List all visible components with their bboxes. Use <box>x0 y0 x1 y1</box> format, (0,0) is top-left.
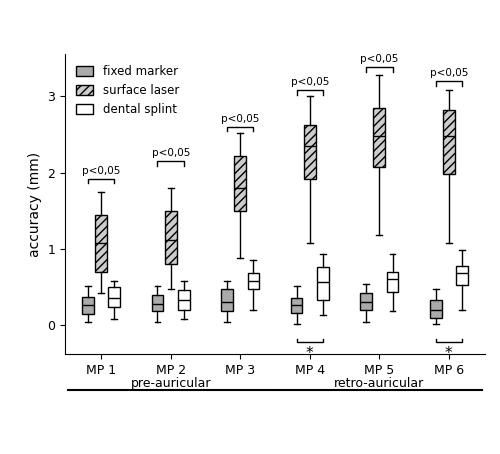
PathPatch shape <box>95 215 107 272</box>
Text: *: * <box>445 346 452 361</box>
Text: *: * <box>306 346 314 361</box>
Text: p<0,05: p<0,05 <box>290 77 329 87</box>
PathPatch shape <box>317 267 329 300</box>
Legend: fixed marker, surface laser, dental splint: fixed marker, surface laser, dental spli… <box>71 60 184 121</box>
PathPatch shape <box>374 108 385 167</box>
PathPatch shape <box>165 211 176 264</box>
PathPatch shape <box>221 289 233 311</box>
PathPatch shape <box>443 110 455 174</box>
PathPatch shape <box>234 156 246 211</box>
Text: p<0,05: p<0,05 <box>430 68 468 78</box>
PathPatch shape <box>178 290 190 310</box>
PathPatch shape <box>386 272 398 292</box>
PathPatch shape <box>430 300 442 317</box>
Text: pre-auricular: pre-auricular <box>130 377 211 390</box>
Text: p<0,05: p<0,05 <box>152 148 190 158</box>
Text: retro-auricular: retro-auricular <box>334 377 424 390</box>
Text: p<0,05: p<0,05 <box>360 54 399 64</box>
PathPatch shape <box>360 293 372 310</box>
Text: p<0,05: p<0,05 <box>82 166 120 176</box>
PathPatch shape <box>290 298 302 313</box>
PathPatch shape <box>248 273 260 289</box>
PathPatch shape <box>108 287 120 307</box>
PathPatch shape <box>456 266 468 285</box>
PathPatch shape <box>304 125 316 179</box>
Y-axis label: accuracy (mm): accuracy (mm) <box>28 152 42 257</box>
PathPatch shape <box>152 295 164 311</box>
PathPatch shape <box>82 297 94 314</box>
Text: p<0,05: p<0,05 <box>221 114 260 124</box>
